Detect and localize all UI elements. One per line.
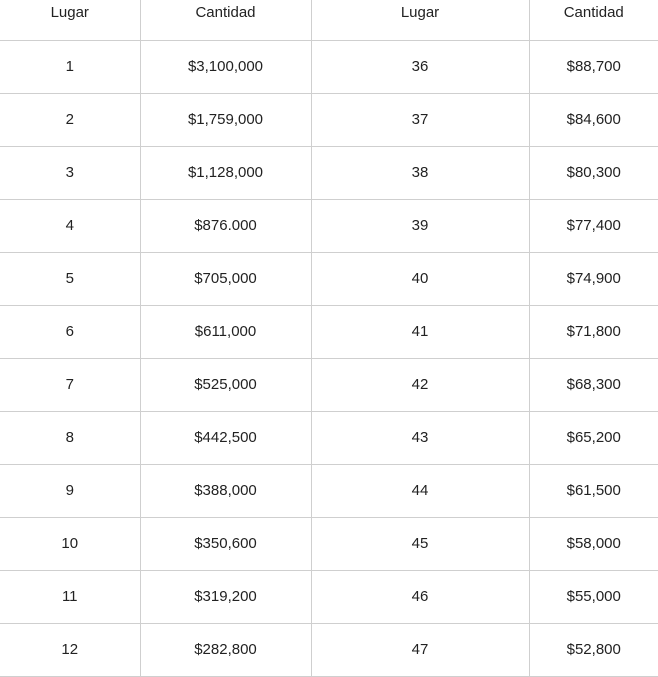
table-row: 4 $876.000 39 $77,400 — [0, 199, 658, 253]
place-cell: 10 — [0, 517, 140, 571]
table-row: 11 $319,200 46 $55,000 — [0, 570, 658, 624]
table-row: 10 $350,600 45 $58,000 — [0, 517, 658, 571]
place-cell: 3 — [0, 146, 140, 200]
place-cell: 8 — [0, 411, 140, 465]
place-cell: 39 — [310, 199, 529, 253]
table-row: 5 $705,000 40 $74,900 — [0, 252, 658, 306]
amount-cell: $876.000 — [139, 199, 311, 253]
amount-cell: $77,400 — [528, 199, 658, 253]
amount-cell: $1,128,000 — [139, 146, 311, 200]
place-cell: 46 — [310, 570, 529, 624]
table-row: 3 $1,128,000 38 $80,300 — [0, 146, 658, 200]
place-cell: 36 — [310, 40, 529, 94]
amount-cell: $350,600 — [139, 517, 311, 571]
place-cell: 6 — [0, 305, 140, 359]
place-cell: 38 — [310, 146, 529, 200]
amount-cell: $68,300 — [528, 358, 658, 412]
place-cell: 37 — [310, 93, 529, 147]
table-row: 9 $388,000 44 $61,500 — [0, 464, 658, 518]
amount-cell: $525,000 — [139, 358, 311, 412]
header-amount: Cantidad — [528, 0, 658, 41]
amount-cell: $52,800 — [528, 623, 658, 677]
amount-cell: $388,000 — [139, 464, 311, 518]
place-cell: 12 — [0, 623, 140, 677]
amount-cell: $71,800 — [528, 305, 658, 359]
place-cell: 4 — [0, 199, 140, 253]
amount-cell: $84,600 — [528, 93, 658, 147]
table-row: 7 $525,000 42 $68,300 — [0, 358, 658, 412]
place-cell: 2 — [0, 93, 140, 147]
place-cell: 45 — [310, 517, 529, 571]
place-cell: 44 — [310, 464, 529, 518]
table-row: 6 $611,000 41 $71,800 — [0, 305, 658, 359]
amount-cell: $319,200 — [139, 570, 311, 624]
amount-cell: $74,900 — [528, 252, 658, 306]
header-row: Lugar Cantidad Lugar Cantidad — [0, 0, 658, 41]
amount-cell: $55,000 — [528, 570, 658, 624]
amount-cell: $61,500 — [528, 464, 658, 518]
amount-cell: $282,800 — [139, 623, 311, 677]
place-cell: 1 — [0, 40, 140, 94]
place-cell: 11 — [0, 570, 140, 624]
amount-cell: $58,000 — [528, 517, 658, 571]
amount-cell: $705,000 — [139, 252, 311, 306]
place-cell: 41 — [310, 305, 529, 359]
place-cell: 7 — [0, 358, 140, 412]
header-place: Lugar — [310, 0, 529, 41]
amount-cell: $442,500 — [139, 411, 311, 465]
header-amount: Cantidad — [139, 0, 311, 41]
header-place: Lugar — [0, 0, 140, 41]
amount-cell: $65,200 — [528, 411, 658, 465]
amount-cell: $611,000 — [139, 305, 311, 359]
amount-cell: $3,100,000 — [139, 40, 311, 94]
place-cell: 9 — [0, 464, 140, 518]
amount-cell: $1,759,000 — [139, 93, 311, 147]
place-cell: 40 — [310, 252, 529, 306]
table-row: 2 $1,759,000 37 $84,600 — [0, 93, 658, 147]
amount-cell: $80,300 — [528, 146, 658, 200]
place-cell: 42 — [310, 358, 529, 412]
amount-cell: $88,700 — [528, 40, 658, 94]
place-cell: 43 — [310, 411, 529, 465]
place-cell: 5 — [0, 252, 140, 306]
place-cell: 47 — [310, 623, 529, 677]
table-row: 8 $442,500 43 $65,200 — [0, 411, 658, 465]
table-row: 12 $282,800 47 $52,800 — [0, 623, 658, 677]
table-row: 1 $3,100,000 36 $88,700 — [0, 40, 658, 94]
